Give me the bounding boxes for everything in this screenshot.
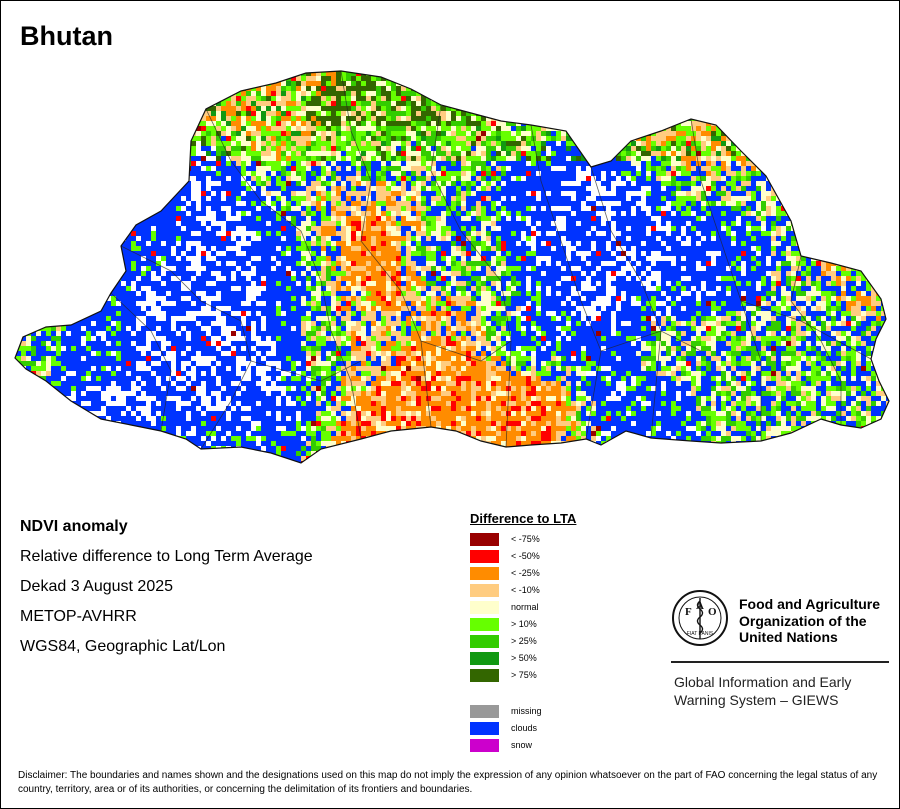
giews-line: Warning System – GIEWS	[674, 692, 839, 708]
fao-name-line: United Nations	[739, 629, 838, 645]
fao-name: Food and Agriculture Organization of the…	[739, 596, 880, 646]
legend-label: > 75%	[511, 670, 537, 680]
legend-label: clouds	[511, 723, 538, 733]
ndvi-raster	[15, 71, 889, 463]
legend-label: < -50%	[511, 551, 540, 561]
fao-logo-letter: O	[708, 606, 717, 618]
fao-logo-icon: F A O FIAT PANIS	[672, 590, 728, 646]
legend-swatch	[470, 618, 499, 631]
legend: Difference to LTA < -75% < -50% < -25% < -1…	[470, 511, 576, 754]
legend-swatch	[470, 652, 499, 665]
map-title: Bhutan	[20, 21, 113, 51]
legend-other: missing clouds snow	[470, 703, 576, 754]
legend-label: snow	[511, 740, 533, 750]
legend-label: < -75%	[511, 534, 540, 544]
district-boundaries	[110, 71, 872, 450]
period-label: Dekad 3 August 2025	[20, 578, 174, 595]
legend-swatch	[470, 705, 499, 718]
giews-line: Global Information and Early	[674, 674, 852, 690]
legend-label: normal	[511, 602, 539, 612]
legend-title: Difference to LTA	[470, 511, 577, 526]
legend-item: < -50%	[470, 548, 576, 565]
fao-name-line: Organization of the	[739, 612, 867, 629]
fao-logo-letter: A	[696, 600, 704, 612]
projection-label: WGS84, Geographic Lat/Lon	[20, 638, 226, 655]
legend-swatch	[470, 722, 499, 735]
legend-swatch	[470, 567, 499, 580]
legend-item: snow	[470, 737, 576, 754]
legend-item: > 50%	[470, 650, 576, 667]
sensor-label: METOP-AVHRR	[20, 608, 137, 625]
legend-item: > 75%	[470, 667, 576, 684]
legend-item: clouds	[470, 720, 576, 737]
fao-name-line: Food and Agriculture	[739, 596, 881, 612]
legend-item: < -75%	[470, 531, 576, 548]
giews-name: Global Information and Early Warning Sys…	[674, 673, 851, 709]
legend-label: > 10%	[511, 619, 537, 629]
legend-item: < -10%	[470, 582, 576, 599]
legend-item: > 10%	[470, 616, 576, 633]
disclaimer: Disclaimer: The boundaries and names sho…	[18, 770, 878, 795]
legend-label: > 50%	[511, 653, 537, 663]
legend-label: < -10%	[511, 585, 540, 595]
legend-swatch	[470, 550, 499, 563]
fao-divider	[671, 661, 889, 663]
legend-label: missing	[511, 706, 542, 716]
legend-label: < -25%	[511, 568, 540, 578]
legend-swatch	[470, 584, 499, 597]
legend-item: > 25%	[470, 633, 576, 650]
map-info: NDVI anomaly Relative difference to Long…	[20, 517, 313, 667]
legend-item: missing	[470, 703, 576, 720]
legend-swatch	[470, 669, 499, 682]
ndvi-anomaly-map	[14, 70, 890, 464]
legend-item: < -25%	[470, 565, 576, 582]
fao-block: F A O FIAT PANIS Food and Agriculture Or…	[671, 589, 891, 719]
legend-swatch	[470, 635, 499, 648]
layer-description: Relative difference to Long Term Average	[20, 548, 313, 565]
fao-logo-letter: F	[685, 606, 692, 618]
fao-logo-motto: FIAT PANIS	[687, 631, 714, 637]
legend-item: normal	[470, 599, 576, 616]
legend-swatch	[470, 533, 499, 546]
layer-name: NDVI anomaly	[20, 518, 128, 535]
legend-label: > 25%	[511, 636, 537, 646]
legend-swatch	[470, 739, 499, 752]
legend-classes: < -75% < -50% < -25% < -10% normal > 10% > 25%…	[470, 531, 576, 684]
legend-swatch	[470, 601, 499, 614]
